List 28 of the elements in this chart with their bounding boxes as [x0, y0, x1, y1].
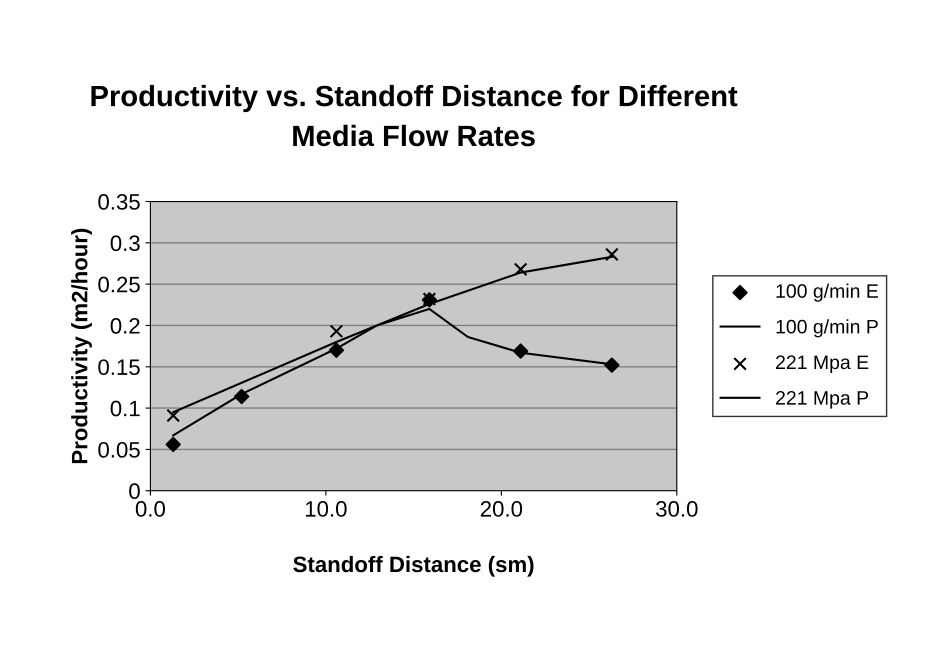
point	[166, 408, 180, 422]
y-tick-label: 0.15	[98, 359, 140, 376]
point	[605, 248, 619, 262]
y-tick-label: 0.2	[110, 318, 140, 334]
point	[330, 324, 344, 338]
point	[513, 343, 528, 359]
y-axis-title: Productivity (m2/hour)	[71, 228, 92, 464]
y-tick-label: 0.05	[98, 442, 140, 458]
y-tick-label: 0	[129, 483, 140, 500]
legend-label: 100 g/min E	[776, 284, 878, 302]
point	[328, 342, 344, 358]
legend-label: 221 Mpa E	[776, 355, 868, 373]
chart-title: Productivity vs. Standoff Distance for Different Media Flow Rates	[91, 84, 738, 146]
y-tick-label: 0.35	[98, 194, 140, 210]
point	[514, 262, 528, 276]
legend-label: 221 Mpa P	[776, 391, 868, 409]
point	[166, 436, 181, 452]
legend-label: 100 g/min P	[776, 319, 878, 338]
y-tick-label: 0.3	[110, 235, 140, 252]
x-tick-label: 0.0	[136, 501, 165, 517]
y-tick-label: 0.1	[110, 400, 140, 416]
x-axis-title: Standoff Distance (sm)	[293, 556, 534, 577]
x-tick-label: 20.0	[480, 501, 522, 517]
x-tick-label: 10.0	[306, 501, 347, 517]
point	[604, 358, 620, 373]
point	[234, 388, 250, 404]
x-tick-label: 30.0	[656, 501, 698, 517]
y-tick-label: 0.25	[98, 276, 140, 292]
